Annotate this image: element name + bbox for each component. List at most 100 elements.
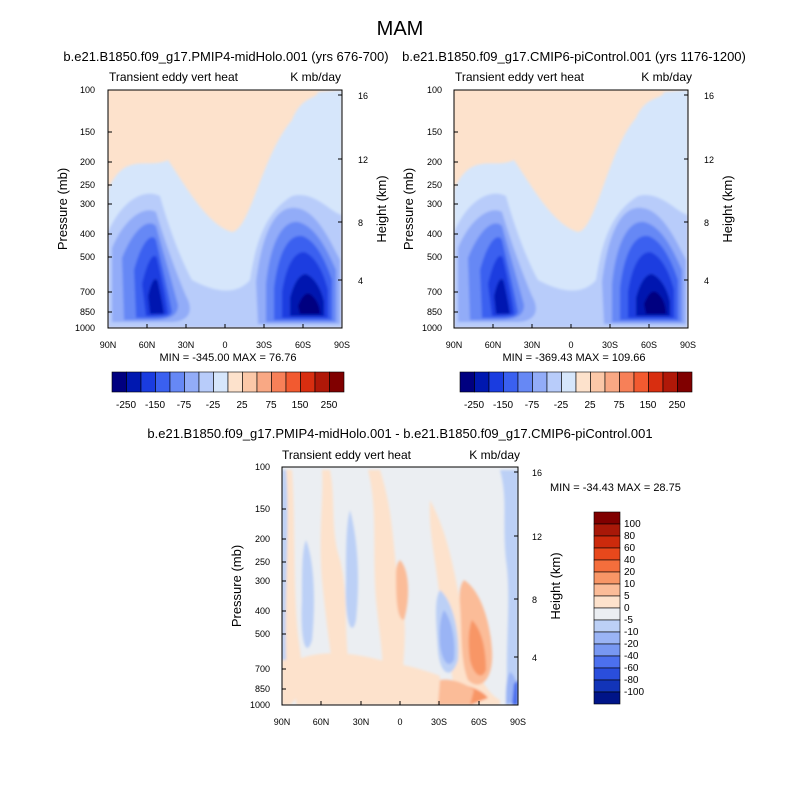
x-tick-label: 0 — [222, 340, 227, 350]
panel-3: b.e21.B1850.f09_g17.PMIP4-midHolo.001 - … — [147, 426, 680, 727]
panel-1-x-ticks: 90N 60N 30N 0 30S 60S 90S — [100, 324, 350, 350]
y-tick-label: 200 — [255, 534, 270, 544]
labelbar-label: 40 — [624, 555, 636, 566]
y-tick-label: 700 — [80, 287, 95, 297]
labelbar-box — [184, 371, 200, 393]
labelbar-box — [474, 371, 490, 393]
y-tick-label: 850 — [427, 307, 442, 317]
panel-1-y-ticks: 100 150 200 250 300 400 500 700 850 1000 — [75, 85, 112, 333]
panel-2-ylabel-right: Height (km) — [720, 175, 735, 242]
panel-1-labelbar-labels: -250 -150 -75 -25 25 75 150 250 — [116, 400, 338, 411]
y-tick-label: 300 — [80, 199, 95, 209]
x-tick-label: 0 — [568, 340, 573, 350]
panel-2: b.e21.B1850.f09_g17.CMIP6-piControl.001 … — [401, 49, 746, 411]
y-tick-label: 150 — [427, 127, 442, 137]
labelbar-box — [546, 371, 562, 393]
height-tick-label: 8 — [358, 218, 363, 228]
labelbar-label: -250 — [116, 400, 136, 411]
y-tick-label: 400 — [80, 229, 95, 239]
panel-2-ylabel: Pressure (mb) — [401, 168, 416, 250]
y-tick-label: 100 — [427, 85, 442, 95]
labelbar-label: -25 — [554, 400, 569, 411]
y-tick-label: 1000 — [250, 700, 270, 710]
x-tick-label: 90N — [100, 340, 117, 350]
panel-1: b.e21.B1850.f09_g17.PMIP4-midHolo.001 (y… — [55, 49, 389, 411]
labelbar-box — [593, 667, 621, 681]
panel-2-y-ticks: 100 150 200 250 300 400 500 700 850 1000 — [422, 85, 458, 333]
panel-2-height-ticks: 16 12 8 4 — [684, 91, 714, 286]
labelbar-label: 250 — [669, 400, 686, 411]
labelbar-label: 20 — [624, 567, 636, 578]
x-tick-label: 90N — [274, 717, 291, 727]
height-tick-label: 4 — [704, 276, 709, 286]
y-tick-label: 250 — [255, 557, 270, 567]
labelbar-label: -20 — [624, 639, 639, 650]
labelbar-label: 75 — [265, 400, 277, 411]
x-tick-label: 90S — [334, 340, 350, 350]
labelbar-label: -80 — [624, 675, 639, 686]
labelbar-box — [593, 619, 621, 633]
labelbar-label: 10 — [624, 579, 636, 590]
x-tick-label: 30S — [602, 340, 618, 350]
figure-title: MAM — [377, 18, 424, 40]
labelbar-box — [213, 371, 229, 393]
labelbar-label: -40 — [624, 651, 639, 662]
labelbar-box — [593, 655, 621, 669]
height-tick-label: 16 — [358, 91, 368, 101]
panel-3-title: b.e21.B1850.f09_g17.PMIP4-midHolo.001 - … — [147, 426, 652, 441]
panel-2-x-ticks: 90N 60N 30N 0 30S 60S 90S — [446, 324, 696, 350]
labelbar-box — [593, 595, 621, 609]
y-tick-label: 300 — [427, 199, 442, 209]
labelbar-label: -5 — [624, 615, 633, 626]
labelbar-box — [271, 371, 287, 393]
labelbar-label: -25 — [206, 400, 221, 411]
labelbar-box — [593, 535, 621, 549]
labelbar-box — [648, 371, 664, 393]
labelbar-box — [169, 371, 185, 393]
height-tick-label: 16 — [704, 91, 714, 101]
x-tick-label: 60N — [313, 717, 330, 727]
panel-1-ylabel-right: Height (km) — [374, 175, 389, 242]
y-tick-label: 200 — [80, 157, 95, 167]
x-tick-label: 60S — [471, 717, 487, 727]
labelbar-box — [593, 607, 621, 621]
labelbar-label: 250 — [321, 400, 338, 411]
y-tick-label: 850 — [80, 307, 95, 317]
panel-2-left-label: Transient eddy vert heat — [455, 70, 585, 84]
y-tick-label: 100 — [255, 462, 270, 472]
labelbar-label: -250 — [464, 400, 484, 411]
x-tick-label: 30N — [524, 340, 541, 350]
labelbar-box — [126, 371, 142, 393]
panel-3-y-ticks: 100 150 200 250 300 400 500 700 850 1000 — [250, 462, 286, 710]
x-tick-label: 30N — [353, 717, 370, 727]
labelbar-box — [593, 679, 621, 693]
x-tick-label: 90S — [680, 340, 696, 350]
labelbar-box — [575, 371, 591, 393]
y-tick-label: 200 — [427, 157, 442, 167]
labelbar-label: -75 — [525, 400, 540, 411]
labelbar-label: -150 — [493, 400, 513, 411]
panel-2-title: b.e21.B1850.f09_g17.CMIP6-piControl.001 … — [402, 49, 746, 64]
labelbar-box — [593, 643, 621, 657]
labelbar-box — [285, 371, 301, 393]
panel-3-labelbar-labels: 100 80 60 40 20 10 5 0 -5 -10 -20 -40 -6… — [624, 519, 644, 698]
y-tick-label: 500 — [255, 629, 270, 639]
labelbar-box — [593, 571, 621, 585]
labelbar-box — [593, 559, 621, 573]
panel-1-height-ticks: 16 12 8 4 — [338, 91, 368, 286]
x-tick-label: 60N — [485, 340, 502, 350]
labelbar-box — [593, 631, 621, 645]
labelbar-box — [329, 371, 345, 393]
y-tick-label: 850 — [255, 684, 270, 694]
labelbar-label: 100 — [624, 519, 641, 530]
y-tick-label: 700 — [255, 664, 270, 674]
labelbar-box — [593, 511, 621, 525]
labelbar-box — [459, 371, 475, 393]
labelbar-box — [488, 371, 504, 393]
y-tick-label: 500 — [80, 252, 95, 262]
y-tick-label: 1000 — [75, 323, 95, 333]
x-tick-label: 90N — [446, 340, 463, 350]
panel-1-left-label: Transient eddy vert heat — [109, 70, 239, 84]
height-tick-label: 12 — [358, 155, 368, 165]
